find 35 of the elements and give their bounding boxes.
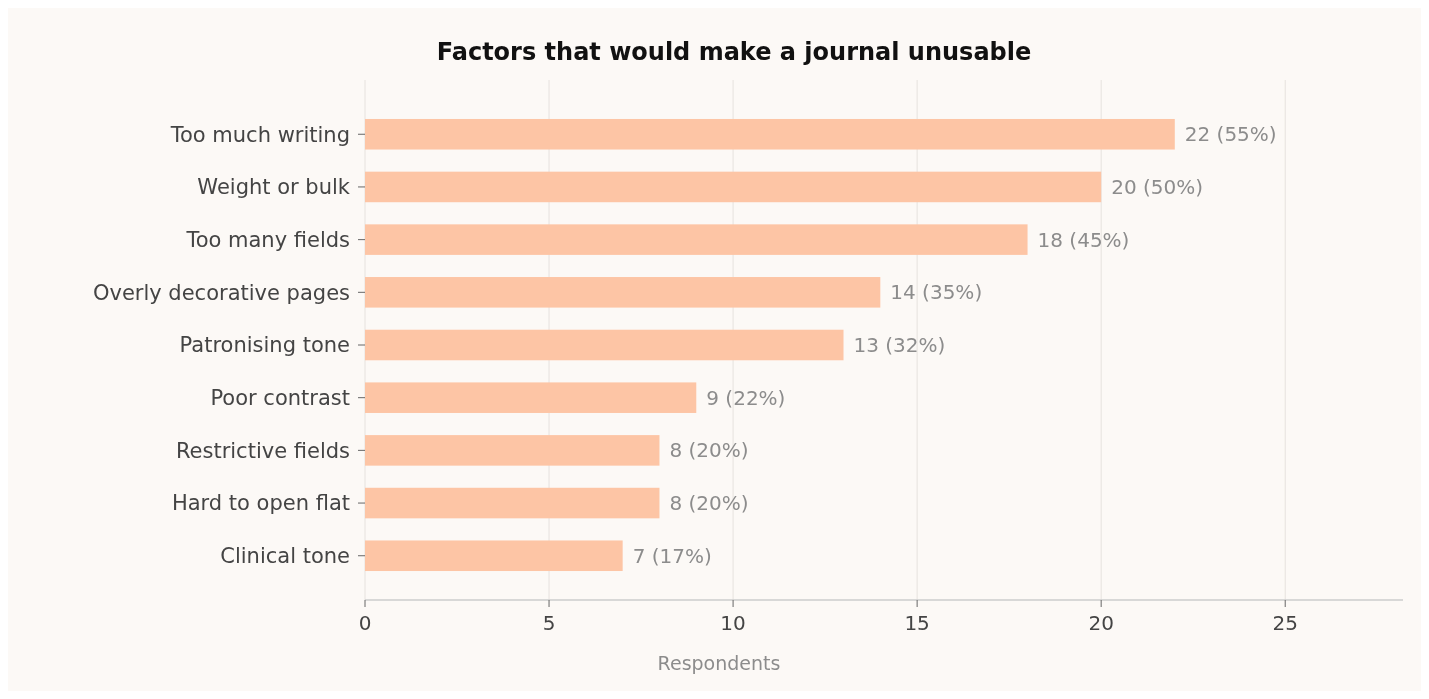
- bar: [365, 382, 697, 413]
- y-tick-label: Hard to open flat: [171, 491, 350, 516]
- bar: [365, 171, 1102, 203]
- data-label: 8 (20%): [669, 438, 749, 463]
- y-tick-label: Restrictive fields: [175, 438, 350, 463]
- data-label: 13 (32%): [853, 333, 946, 357]
- bar: [365, 277, 881, 308]
- y-tick-label: Clinical tone: [220, 544, 350, 569]
- x-tick-label: 15: [904, 611, 930, 635]
- x-tick-label: 0: [358, 611, 372, 635]
- bar: [365, 329, 844, 361]
- x-tick-label: 20: [1088, 611, 1114, 635]
- data-label: 20 (50%): [1111, 174, 1204, 199]
- data-label: 22 (55%): [1184, 122, 1277, 147]
- x-tick-label: 10: [720, 611, 746, 635]
- bar: [365, 224, 1028, 255]
- bar: [365, 435, 660, 466]
- data-label: 7 (17%): [632, 543, 712, 568]
- y-tick-label: Patronising tone: [179, 333, 350, 358]
- x-axis-title: Respondents: [657, 652, 781, 674]
- data-label: 14 (35%): [890, 280, 983, 305]
- chart-title: Factors that would make a journal unusable: [436, 38, 1032, 66]
- bar: [365, 540, 623, 572]
- data-label: 9 (22%): [706, 385, 786, 410]
- bar: [365, 118, 1175, 150]
- y-tick-label: Poor contrast: [210, 386, 350, 411]
- data-label: 18 (45%): [1037, 227, 1130, 252]
- bar: [365, 487, 660, 519]
- y-tick-label: Too much writing: [169, 122, 350, 147]
- y-tick-label: Weight or bulk: [197, 175, 351, 200]
- y-tick-label: Too many fields: [185, 227, 350, 252]
- x-tick-label: 5: [542, 611, 556, 635]
- y-tick-label: Overly decorative pages: [92, 280, 350, 305]
- data-label: 8 (20%): [669, 491, 749, 516]
- x-tick-label: 25: [1272, 611, 1298, 635]
